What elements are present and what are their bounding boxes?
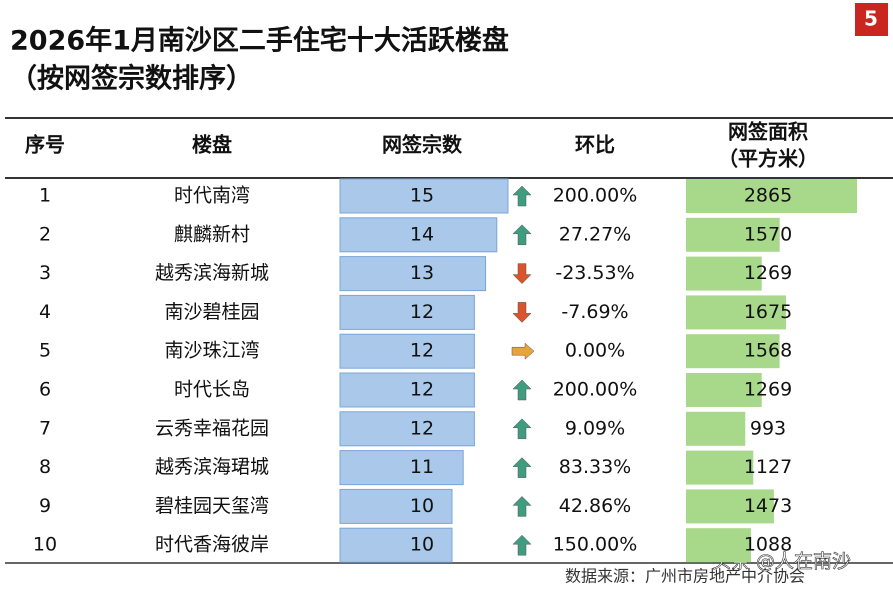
rank: 8 xyxy=(39,456,51,478)
change-value: -7.69% xyxy=(561,301,628,323)
trend-arrow xyxy=(512,185,532,207)
change-value: 200.00% xyxy=(553,379,638,401)
rank: 7 xyxy=(39,417,51,439)
count-bar xyxy=(339,178,509,214)
project-name: 越秀滨海新城 xyxy=(155,262,269,284)
change-value: 0.00% xyxy=(565,340,625,362)
count-value: 12 xyxy=(410,417,434,439)
count-value: 13 xyxy=(410,262,434,284)
trend-arrow xyxy=(512,496,532,517)
column-header: （平方米） xyxy=(718,147,818,171)
area-bar xyxy=(686,489,774,524)
subtitle-line: （按网签宗数排序） xyxy=(10,63,253,95)
project-name: 时代南湾 xyxy=(174,185,250,207)
area-value: 1675 xyxy=(744,301,792,323)
area-value: 1570 xyxy=(744,223,792,245)
area-bar xyxy=(686,528,751,563)
column-header: 网签面积 xyxy=(728,120,808,144)
area-bar xyxy=(686,450,754,485)
project-name: 南沙碧桂园 xyxy=(164,301,259,323)
column-header: 序号 xyxy=(25,133,65,157)
source-note: 数据来源：广州市房地产中介协会 xyxy=(565,567,805,586)
trend-arrow xyxy=(512,302,532,323)
trend-arrow xyxy=(512,263,532,284)
area-value: 1473 xyxy=(744,495,792,517)
count-value: 15 xyxy=(410,185,434,207)
change-value: -23.53% xyxy=(555,262,634,284)
count-value: 12 xyxy=(410,301,434,323)
project-name: 南沙珠江湾 xyxy=(164,340,259,362)
rank: 9 xyxy=(39,495,51,517)
area-value: 1269 xyxy=(744,379,792,401)
project-name: 麒麟新村 xyxy=(174,223,250,245)
change-value: 27.27% xyxy=(559,223,631,245)
count-bar xyxy=(339,450,464,486)
rank: 5 xyxy=(39,340,51,362)
area-bar xyxy=(686,334,780,369)
trend-arrow xyxy=(512,534,532,556)
count-bar xyxy=(339,411,475,447)
project-name: 时代长岛 xyxy=(174,379,250,401)
trend-arrow xyxy=(512,224,532,246)
change-value: 200.00% xyxy=(553,185,638,207)
count-bar xyxy=(339,488,453,524)
area-bar xyxy=(686,179,857,213)
change-value: 9.09% xyxy=(565,417,625,439)
area-bar xyxy=(686,295,786,330)
area-bar xyxy=(686,411,746,446)
trend-arrow xyxy=(512,418,532,440)
count-bar xyxy=(339,256,487,292)
count-value: 14 xyxy=(410,223,434,245)
area-value: 993 xyxy=(750,417,786,439)
badge: 5 xyxy=(864,7,878,31)
change-value: 150.00% xyxy=(553,534,638,556)
column-header: 楼盘 xyxy=(192,133,232,157)
count-bar xyxy=(339,527,453,563)
trend-arrow xyxy=(511,342,535,360)
project-name: 时代香海彼岸 xyxy=(155,534,269,556)
area-bar xyxy=(686,256,762,291)
rank: 10 xyxy=(33,534,57,556)
count-value: 12 xyxy=(410,340,434,362)
rank: 3 xyxy=(39,262,51,284)
count-bar xyxy=(339,372,475,408)
count-bar xyxy=(339,294,475,330)
project-name: 云秀幸福花园 xyxy=(155,417,269,439)
change-value: 42.86% xyxy=(559,495,631,517)
count-value: 10 xyxy=(410,495,434,517)
count-bar xyxy=(339,333,475,369)
project-name: 碧桂园天玺湾 xyxy=(155,495,269,517)
project-name: 越秀滨海珺城 xyxy=(155,456,269,478)
count-value: 11 xyxy=(410,456,434,478)
badge-box xyxy=(855,3,888,36)
area-bar xyxy=(686,217,780,252)
rank: 6 xyxy=(39,379,51,401)
rank: 2 xyxy=(39,223,51,245)
area-bar xyxy=(686,373,762,407)
area-value: 1127 xyxy=(744,456,792,478)
area-value: 1568 xyxy=(744,340,792,362)
column-header: 网签宗数 xyxy=(382,133,463,157)
title-line: 2026年1月南沙区二手住宅十大活跃楼盘 xyxy=(10,25,509,57)
area-value: 1088 xyxy=(744,534,792,556)
trend-arrow xyxy=(512,457,532,478)
column-header: 环比 xyxy=(575,133,615,157)
area-value: 2865 xyxy=(744,185,792,207)
count-bar xyxy=(339,217,498,253)
rank: 4 xyxy=(39,301,51,323)
area-value: 1269 xyxy=(744,262,792,284)
count-value: 12 xyxy=(410,379,434,401)
rank: 1 xyxy=(39,185,51,207)
trend-arrow xyxy=(512,379,532,401)
count-value: 10 xyxy=(410,534,434,556)
change-value: 83.33% xyxy=(559,456,631,478)
